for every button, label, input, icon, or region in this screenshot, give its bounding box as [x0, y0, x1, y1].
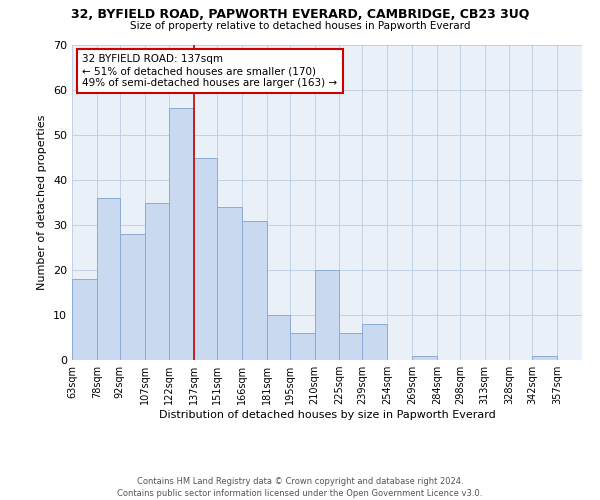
Bar	[120, 234, 145, 360]
Bar	[72, 279, 97, 360]
Bar	[169, 108, 194, 360]
Text: 32 BYFIELD ROAD: 137sqm
← 51% of detached houses are smaller (170)
49% of semi-d: 32 BYFIELD ROAD: 137sqm ← 51% of detache…	[82, 54, 337, 88]
Y-axis label: Number of detached properties: Number of detached properties	[37, 115, 47, 290]
Bar	[217, 207, 242, 360]
Bar	[412, 356, 437, 360]
Bar	[532, 356, 557, 360]
Bar	[340, 333, 362, 360]
Bar	[242, 220, 267, 360]
Bar	[145, 202, 169, 360]
Bar	[267, 315, 290, 360]
Bar	[194, 158, 217, 360]
Bar	[362, 324, 387, 360]
Text: 32, BYFIELD ROAD, PAPWORTH EVERARD, CAMBRIDGE, CB23 3UQ: 32, BYFIELD ROAD, PAPWORTH EVERARD, CAMB…	[71, 8, 529, 20]
Text: Size of property relative to detached houses in Papworth Everard: Size of property relative to detached ho…	[130, 21, 470, 31]
Text: Contains HM Land Registry data © Crown copyright and database right 2024.
Contai: Contains HM Land Registry data © Crown c…	[118, 476, 482, 498]
Bar	[97, 198, 120, 360]
X-axis label: Distribution of detached houses by size in Papworth Everard: Distribution of detached houses by size …	[158, 410, 496, 420]
Bar	[290, 333, 314, 360]
Bar	[314, 270, 340, 360]
